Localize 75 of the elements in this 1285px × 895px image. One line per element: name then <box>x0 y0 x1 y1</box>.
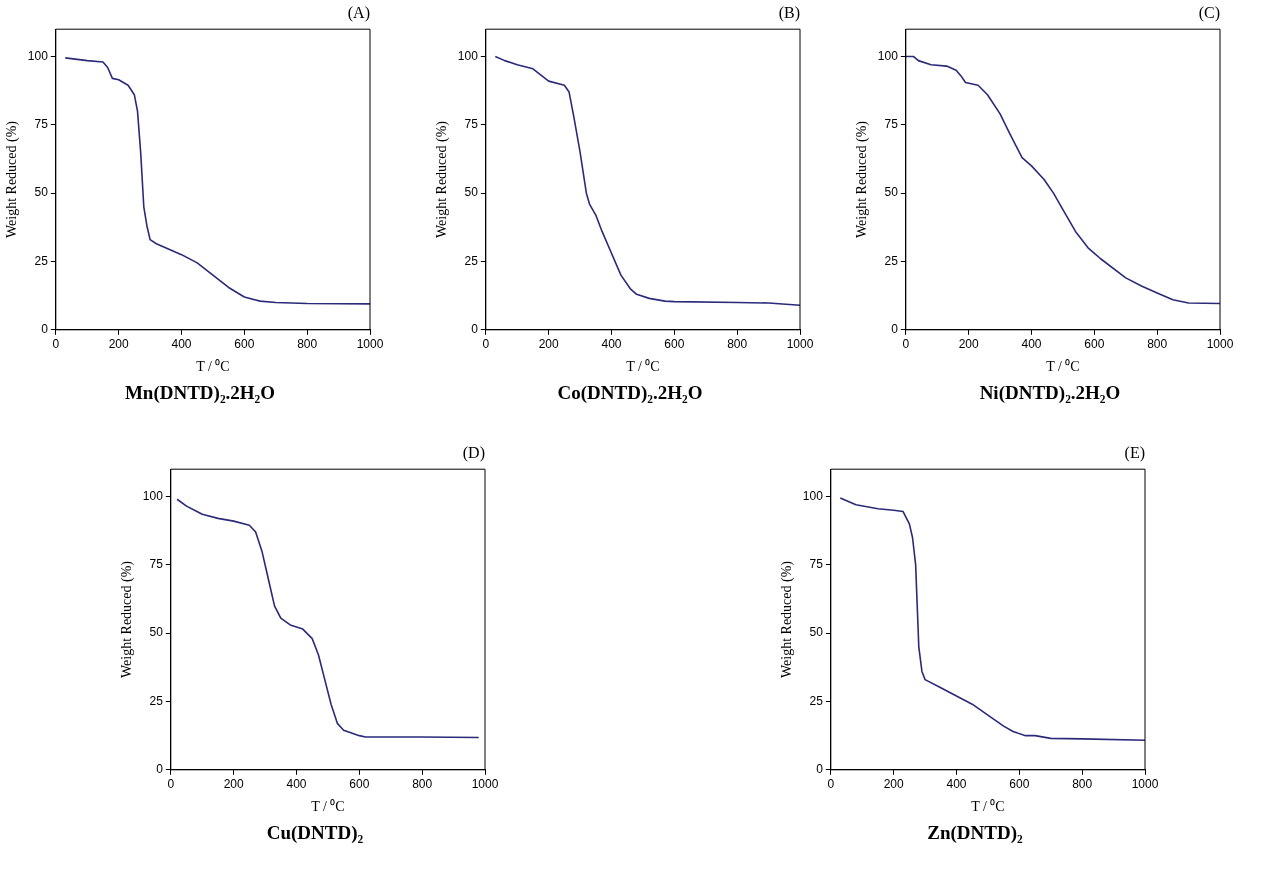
y-tick-label: 50 <box>34 185 49 200</box>
y-tick-label: 100 <box>142 488 164 503</box>
x-tick-label: 800 <box>1072 777 1093 792</box>
x-tick-label: 800 <box>1147 337 1168 352</box>
x-axis-title: T / ⁰C <box>1046 359 1080 375</box>
x-tick-label: 1000 <box>356 337 384 352</box>
x-tick-label: 200 <box>958 337 979 352</box>
x-tick-label: 400 <box>171 337 192 352</box>
x-tick-label: 200 <box>223 777 244 792</box>
y-tick-label: 25 <box>884 253 899 268</box>
y-axis-title: Weight Reduced (%) <box>119 560 136 679</box>
y-tick-label: 100 <box>877 48 899 63</box>
y-axis-title: Weight Reduced (%) <box>779 560 796 679</box>
text: Ni(DNTD)₂.2H₂O <box>978 382 1122 404</box>
y-tick-label: 0 <box>816 762 824 777</box>
y-axis-title: Weight Reduced (%) <box>854 120 871 239</box>
y-tick-label: 75 <box>149 557 164 572</box>
y-tick-label: 50 <box>149 625 164 640</box>
x-tick-label: 1000 <box>1206 337 1234 352</box>
y-tick-label: 25 <box>149 693 164 708</box>
x-tick-label: 400 <box>601 337 622 352</box>
chart-title: (B) <box>778 3 800 22</box>
x-tick-label: 400 <box>946 777 967 792</box>
y-tick-label: 75 <box>809 557 824 572</box>
x-tick-label: 1000 <box>1131 777 1159 792</box>
x-tick-label: 600 <box>349 777 370 792</box>
y-tick-label: 25 <box>464 253 479 268</box>
text: Mn(DNTD)₂.2H₂O <box>123 382 277 404</box>
text: Co(DNTD)₂.2H₂O <box>556 382 704 404</box>
y-tick-label: 75 <box>884 117 899 132</box>
x-axis-title: T / ⁰C <box>626 359 660 375</box>
text: Cu(DNTD)₂ <box>265 822 365 844</box>
y-axis-title: Weight Reduced (%) <box>434 120 451 239</box>
x-tick-label: 800 <box>297 337 318 352</box>
x-tick-label: 400 <box>1021 337 1042 352</box>
x-tick-label: 1000 <box>471 777 499 792</box>
y-tick-label: 0 <box>156 762 164 777</box>
x-axis-title: T / ⁰C <box>971 799 1005 815</box>
y-tick-label: 50 <box>884 185 899 200</box>
chart-title: (D) <box>462 443 485 462</box>
x-tick-label: 0 <box>482 337 490 352</box>
x-tick-label: 600 <box>234 337 255 352</box>
x-tick-label: 600 <box>664 337 685 352</box>
x-tick-label: 200 <box>883 777 904 792</box>
y-tick-label: 50 <box>464 185 479 200</box>
y-tick-label: 100 <box>27 48 49 63</box>
x-tick-label: 200 <box>538 337 559 352</box>
x-tick-label: 0 <box>167 777 175 792</box>
y-tick-label: 75 <box>34 117 49 132</box>
text: Zn(DNTD)₂ <box>926 822 1024 844</box>
x-tick-label: 800 <box>412 777 433 792</box>
y-tick-label: 25 <box>34 253 49 268</box>
x-tick-label: 400 <box>286 777 307 792</box>
chart-title: (A) <box>347 3 370 22</box>
y-tick-label: 100 <box>457 48 479 63</box>
chart-title: (C) <box>1198 3 1220 22</box>
x-tick-label: 600 <box>1009 777 1030 792</box>
y-tick-label: 100 <box>802 488 824 503</box>
x-axis-title: T / ⁰C <box>196 359 230 375</box>
y-tick-label: 0 <box>41 322 49 337</box>
x-tick-label: 0 <box>902 337 910 352</box>
x-tick-label: 0 <box>827 777 835 792</box>
x-tick-label: 200 <box>108 337 129 352</box>
x-tick-label: 800 <box>727 337 748 352</box>
x-axis-title: T / ⁰C <box>311 799 345 815</box>
x-tick-label: 1000 <box>786 337 814 352</box>
x-tick-label: 0 <box>52 337 60 352</box>
y-tick-label: 0 <box>891 322 899 337</box>
y-axis-title: Weight Reduced (%) <box>4 120 21 239</box>
y-tick-label: 75 <box>464 117 479 132</box>
y-tick-label: 0 <box>471 322 479 337</box>
chart-title: (E) <box>1124 443 1145 462</box>
y-tick-label: 25 <box>809 693 824 708</box>
x-tick-label: 600 <box>1084 337 1105 352</box>
y-tick-label: 50 <box>809 625 824 640</box>
